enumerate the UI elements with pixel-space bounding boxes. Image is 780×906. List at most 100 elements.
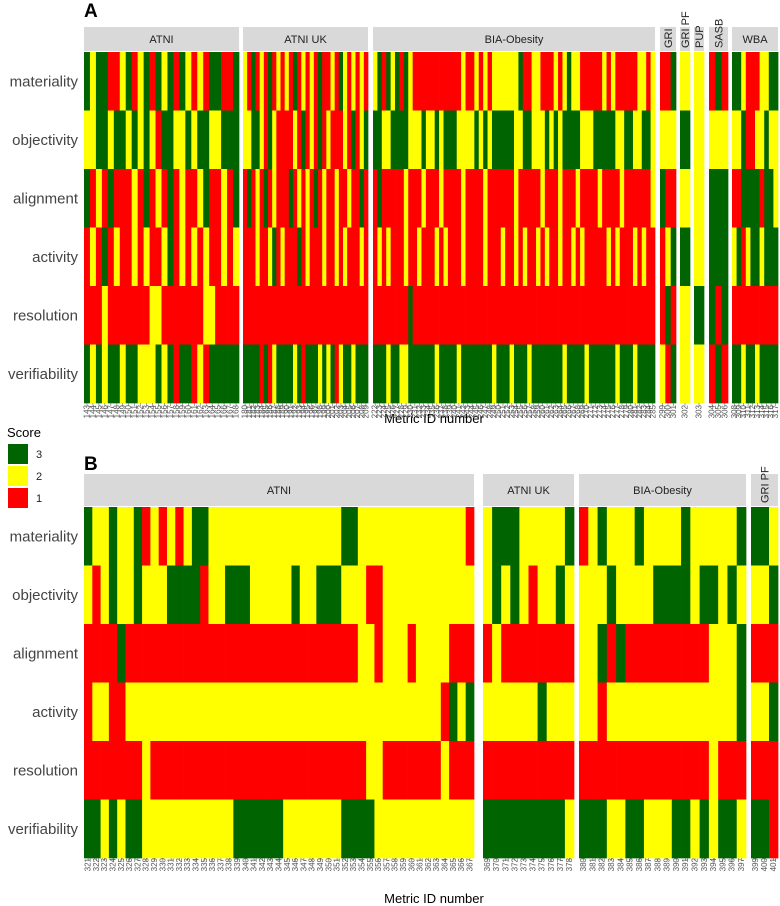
x-tick-label: 146 bbox=[100, 404, 109, 418]
heatmap-cell bbox=[243, 169, 248, 228]
heatmap-cell bbox=[764, 52, 770, 111]
heatmap-cell bbox=[718, 565, 728, 625]
heatmap-cell bbox=[588, 110, 594, 170]
heatmap-cell bbox=[185, 286, 192, 345]
heatmap-cell bbox=[694, 227, 705, 287]
heatmap-cell bbox=[359, 110, 365, 170]
facet-strip bbox=[579, 474, 746, 506]
heatmap-cell bbox=[634, 799, 645, 859]
heatmap-cell bbox=[318, 110, 323, 170]
heatmap-cell bbox=[606, 799, 617, 859]
heatmap-cell bbox=[653, 799, 663, 859]
heatmap-cell bbox=[89, 227, 97, 287]
heatmap-cell bbox=[544, 110, 550, 170]
heatmap-cell bbox=[662, 565, 673, 625]
heatmap-cell bbox=[597, 52, 603, 111]
heatmap-cell bbox=[258, 799, 267, 859]
heatmap-cell bbox=[391, 507, 400, 566]
heatmap-cell bbox=[150, 624, 160, 683]
x-tick-label: 207 bbox=[353, 404, 362, 418]
heatmap-cell bbox=[764, 227, 770, 287]
heatmap-cell bbox=[469, 110, 475, 170]
heatmap-cell bbox=[338, 227, 344, 287]
heatmap-cell bbox=[280, 286, 286, 345]
heatmap-cell bbox=[149, 52, 156, 111]
heatmap-cell bbox=[272, 110, 277, 170]
heatmap-cell bbox=[549, 344, 555, 404]
heatmap-cell bbox=[280, 227, 286, 287]
heatmap-cell bbox=[492, 565, 502, 625]
x-tick-label: 252 bbox=[503, 404, 512, 418]
heatmap-cell bbox=[483, 507, 493, 566]
heatmap-cell bbox=[412, 227, 418, 287]
heatmap-cell bbox=[318, 227, 323, 287]
heatmap-cell bbox=[241, 799, 251, 859]
heatmap-cell bbox=[465, 624, 475, 683]
x-tick-label: 237 bbox=[437, 404, 446, 418]
heatmap-cell bbox=[718, 507, 728, 566]
heatmap-cell bbox=[432, 741, 442, 800]
heatmap-cell bbox=[670, 52, 677, 111]
heatmap-cell bbox=[715, 52, 723, 111]
heatmap-cell bbox=[443, 286, 449, 345]
heatmap-cell bbox=[316, 741, 325, 800]
heatmap-cell bbox=[440, 741, 450, 800]
heatmap-cell bbox=[496, 52, 502, 111]
heatmap-cell bbox=[741, 227, 747, 287]
heatmap-cell bbox=[125, 624, 135, 683]
heatmap-cell bbox=[660, 52, 666, 111]
x-tick-label: 282 bbox=[635, 404, 644, 418]
heatmap-cell bbox=[741, 286, 747, 345]
heatmap-cell bbox=[183, 565, 193, 625]
heatmap-cell bbox=[452, 52, 458, 111]
heatmap-cell bbox=[183, 799, 193, 859]
heatmap-cell bbox=[434, 169, 440, 228]
heatmap-cell bbox=[95, 110, 103, 170]
heatmap-cell bbox=[759, 344, 765, 404]
heatmap-cell bbox=[326, 227, 331, 287]
x-tick-label: 357 bbox=[382, 857, 391, 871]
heatmap-cell bbox=[155, 344, 162, 404]
heatmap-cell bbox=[117, 507, 126, 566]
heatmap-cell bbox=[92, 682, 101, 742]
heatmap-cell bbox=[465, 227, 471, 287]
heatmap-cell bbox=[514, 344, 519, 404]
x-tick-label: 312 bbox=[748, 404, 757, 418]
heatmap-cell bbox=[101, 227, 109, 287]
heatmap-cell bbox=[251, 286, 256, 345]
heatmap-cell bbox=[301, 227, 306, 287]
heatmap-cell bbox=[291, 682, 301, 742]
heatmap-cell bbox=[131, 286, 138, 345]
heatmap-cell bbox=[408, 286, 414, 345]
heatmap-cell bbox=[233, 344, 240, 404]
heatmap-cell bbox=[555, 741, 566, 800]
heatmap-cell bbox=[326, 110, 331, 170]
heatmap-cell bbox=[291, 624, 301, 683]
heatmap-cell bbox=[588, 52, 594, 111]
heatmap-cell bbox=[478, 52, 484, 111]
heatmap-cell bbox=[403, 344, 409, 404]
heatmap-cell bbox=[646, 344, 651, 404]
heatmap-cell bbox=[579, 799, 589, 859]
x-tick-label: 346 bbox=[291, 857, 300, 871]
heatmap-cell bbox=[650, 52, 656, 111]
heatmap-cell bbox=[359, 286, 365, 345]
heatmap-cell bbox=[421, 227, 427, 287]
facet-strip bbox=[694, 27, 704, 51]
heatmap-cell bbox=[528, 507, 538, 566]
x-tick-label: 330 bbox=[158, 857, 167, 871]
heatmap-cell bbox=[478, 169, 484, 228]
heatmap-cell bbox=[268, 344, 273, 404]
heatmap-cell bbox=[284, 286, 290, 345]
heatmap-cell bbox=[161, 110, 168, 170]
heatmap-cell bbox=[736, 565, 747, 625]
x-tick-label: 181 bbox=[245, 404, 254, 418]
heatmap-cell bbox=[373, 286, 378, 345]
x-tick-label: 159 bbox=[178, 404, 187, 418]
heatmap-cell bbox=[709, 227, 716, 287]
heatmap-cell bbox=[161, 344, 168, 404]
heatmap-cell bbox=[381, 344, 387, 404]
heatmap-cell bbox=[580, 227, 585, 287]
heatmap-cell bbox=[616, 565, 626, 625]
